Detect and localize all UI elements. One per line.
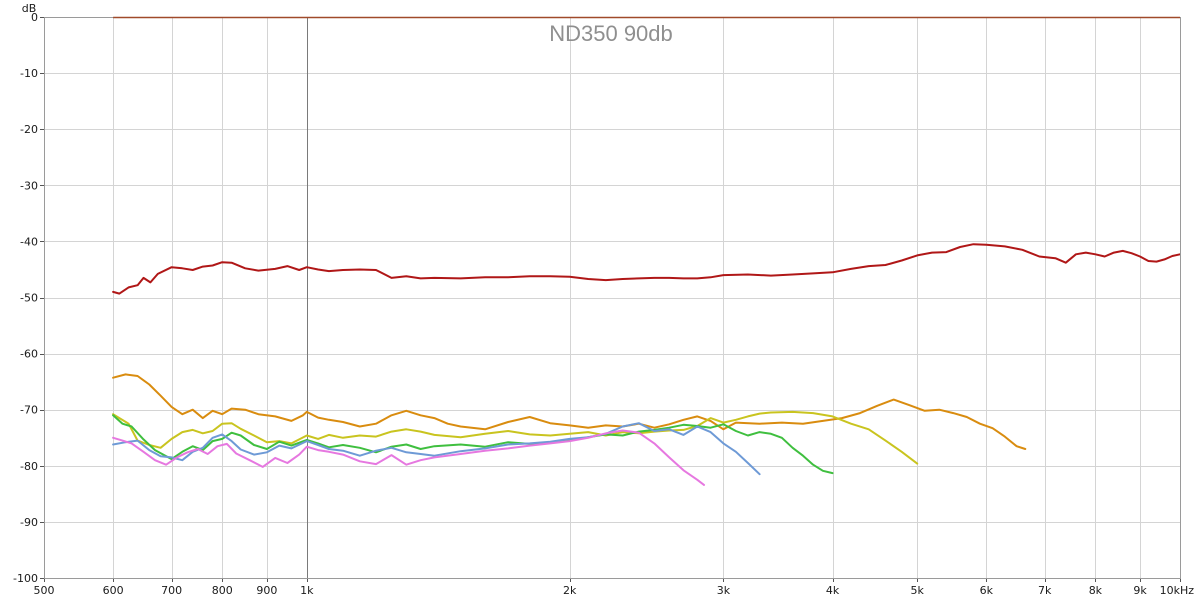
series-line-1 [112,243,1181,295]
x-tick-label: 600 [103,584,124,597]
y-tick-label: -10 [20,67,38,80]
x-tick-label: 800 [212,584,233,597]
y-tick-label: -40 [20,235,38,248]
y-tick-label: -30 [20,179,38,192]
x-tick-label: 3k [717,584,731,597]
x-tick-label: 700 [161,584,182,597]
x-tick-label: 10kHz [1160,584,1195,597]
x-tick-label: 900 [256,584,277,597]
x-tick-label: 4k [826,584,840,597]
series-line-2 [112,373,1027,450]
x-tick-label: 9k [1133,584,1147,597]
y-tick-label: -50 [20,292,38,305]
y-tick-label: -90 [20,516,38,529]
x-tick-label: 500 [34,584,55,597]
series-layer [112,243,1181,486]
y-axis-unit-label: dB [22,2,37,15]
x-tick-label: 8k [1089,584,1103,597]
y-tick-label: -20 [20,123,38,136]
y-tick-label: -80 [20,460,38,473]
x-tick-label: 1k [300,584,314,597]
y-tick-label: -70 [20,404,38,417]
series-line-4 [112,414,834,475]
series-line-3 [112,410,919,465]
series-line-6 [112,429,705,486]
y-tick-label: 0 [31,11,38,24]
x-tick-label: 2k [563,584,577,597]
y-tick-label: -100 [13,572,38,585]
x-tick-label: 5k [910,584,924,597]
x-tick-label: 6k [980,584,994,597]
chart-title: ND350 90db [549,21,673,46]
y-tick-label: -60 [20,348,38,361]
x-tick-label: 7k [1038,584,1052,597]
